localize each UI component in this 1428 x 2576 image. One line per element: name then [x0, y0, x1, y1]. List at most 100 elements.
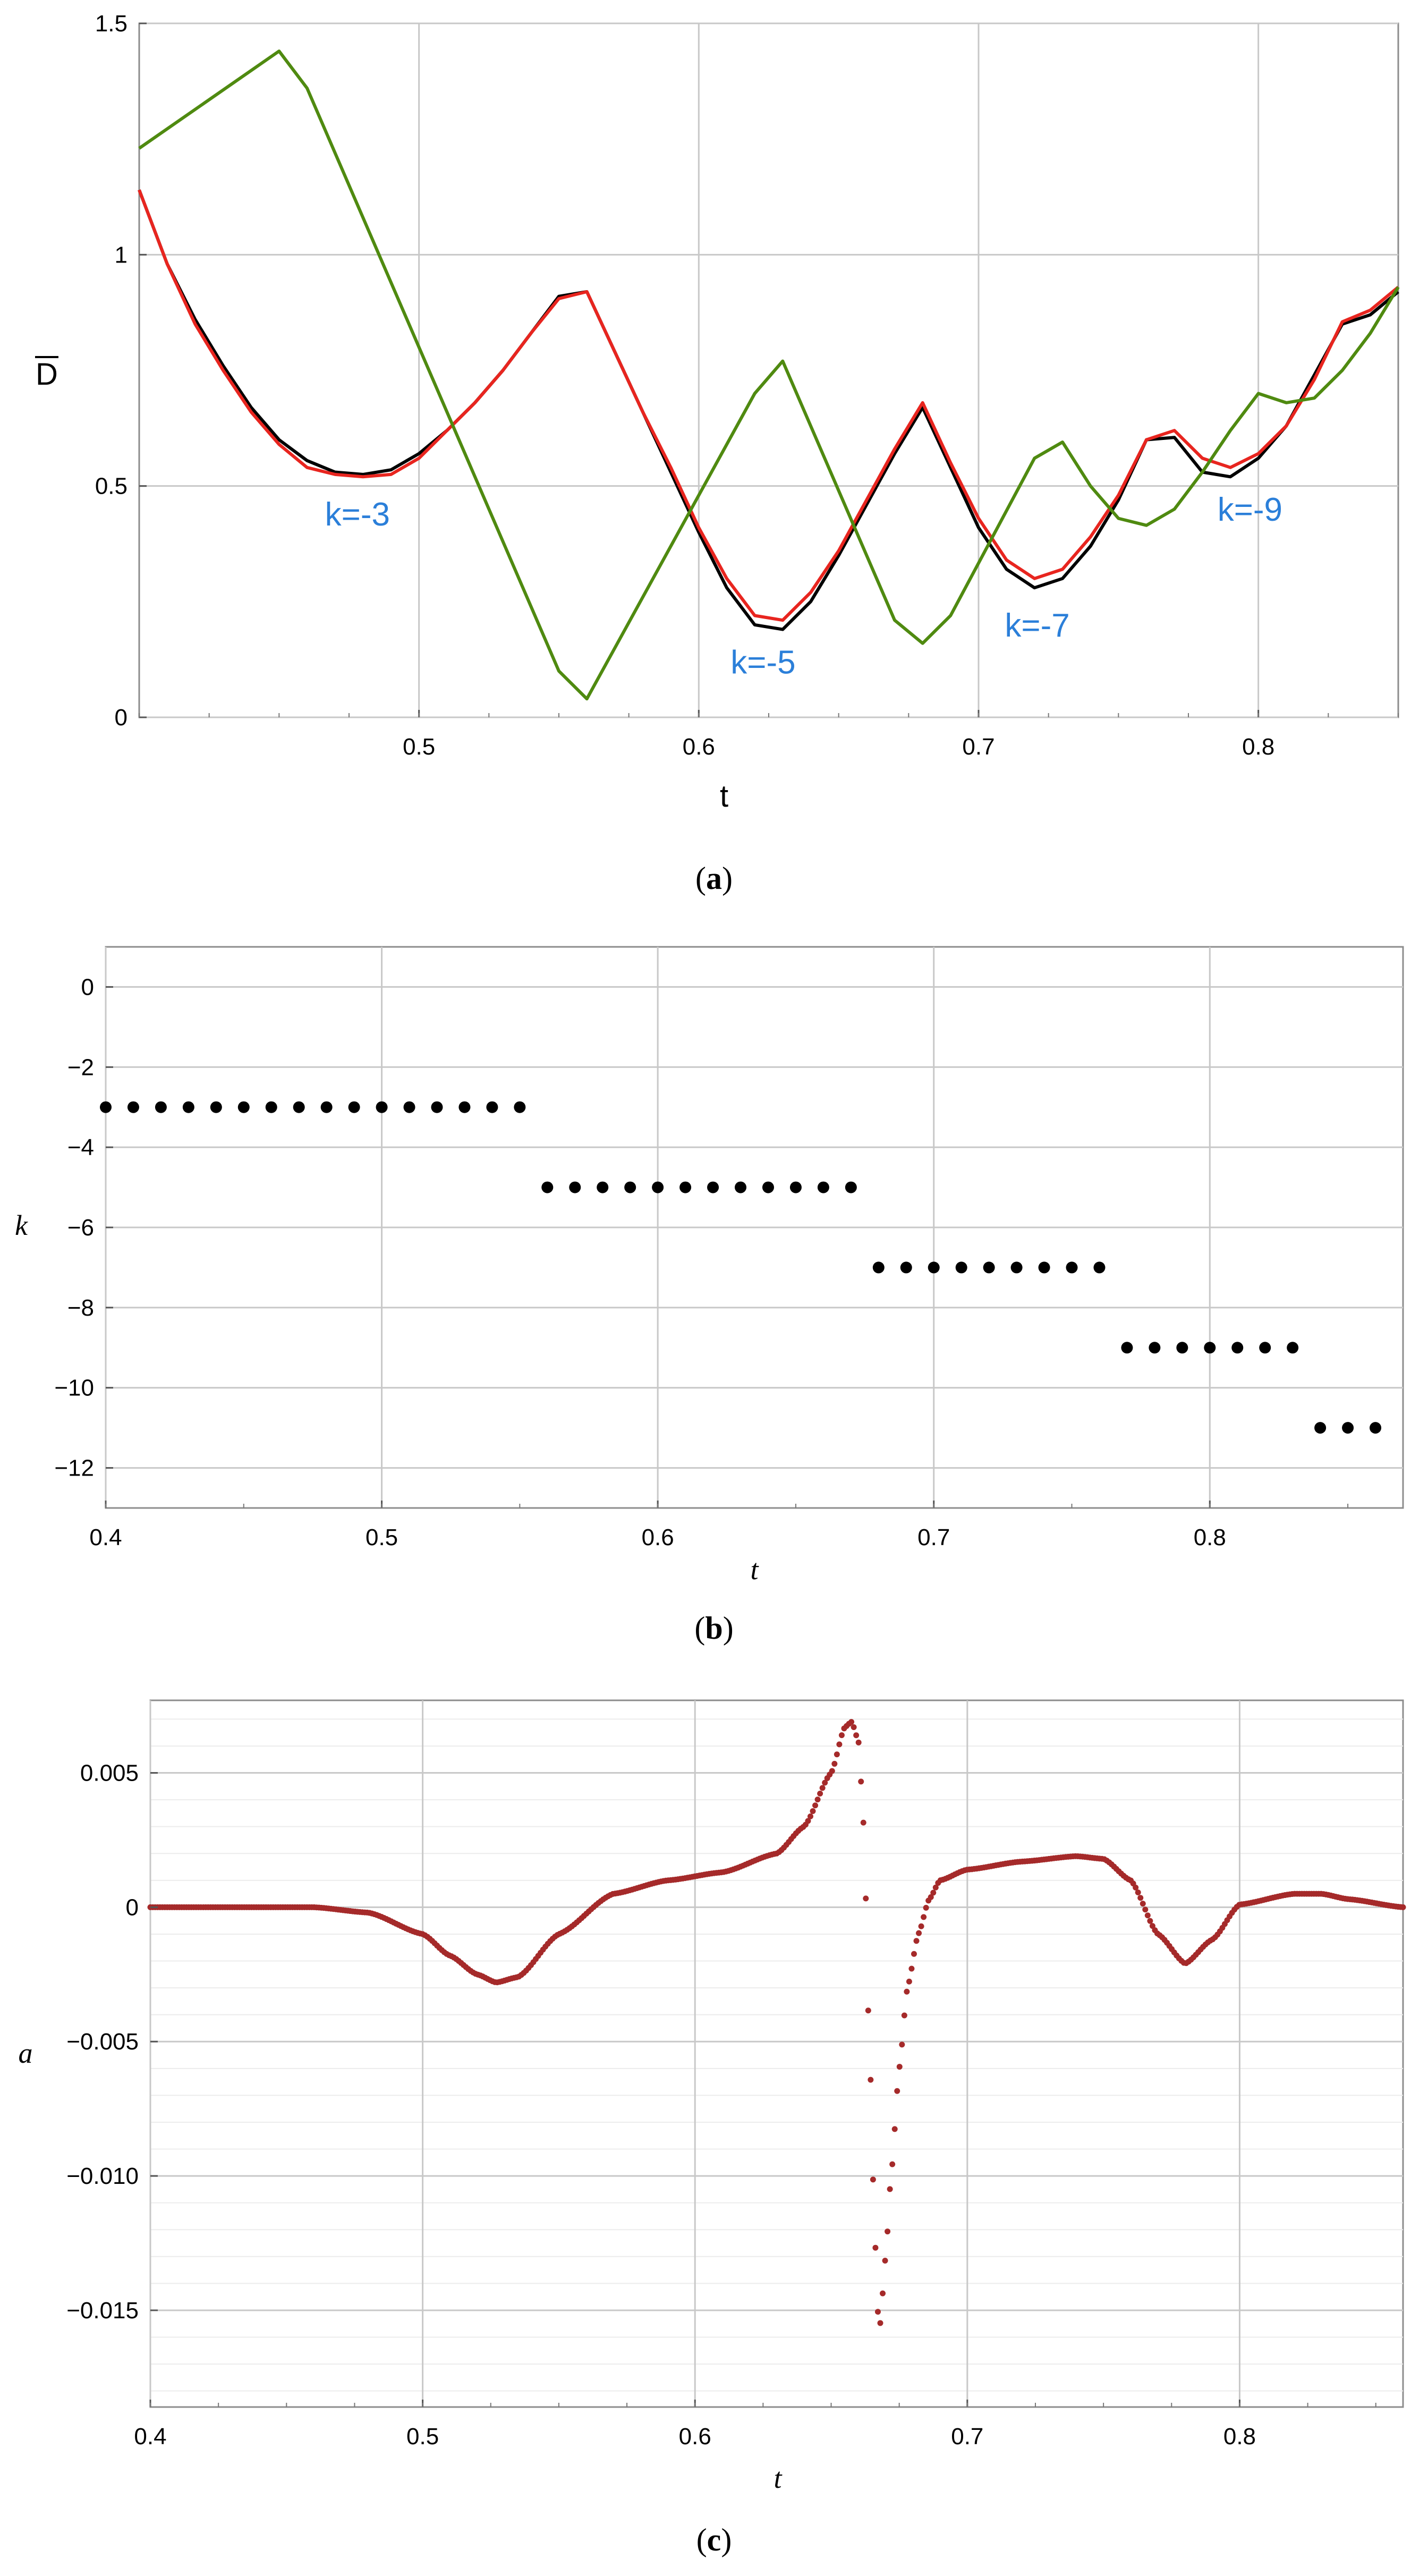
panel-b-data-point — [845, 1181, 857, 1193]
panel-b-data-point — [100, 1101, 112, 1113]
panel-c-data-point — [834, 1751, 840, 1758]
panel-a-annotations: k=-3 k=-5 k=-7 k=-9 — [325, 492, 1282, 681]
panel-c-data-point — [1135, 1889, 1141, 1895]
panel-b-data-point — [1149, 1342, 1161, 1354]
panel-c-y-tick-label: 0 — [126, 1894, 139, 1920]
panel-c-data-point — [855, 1739, 862, 1745]
panel-c-data-point — [817, 1791, 823, 1797]
panel-b-x-tick-label: 0.6 — [642, 1524, 674, 1550]
panel-c-data-point — [812, 1802, 819, 1809]
panel-c-data-point — [904, 1988, 910, 1995]
panel-c-data-point — [889, 2161, 896, 2167]
panel-b-y-tick-label: −6 — [67, 1215, 94, 1241]
panel-a-annotation-label: k=-7 — [1005, 607, 1069, 644]
panel-c-data-point — [918, 1923, 924, 1929]
panel-c-x-tick-label: 0.7 — [951, 2424, 983, 2450]
panel-c-data-point — [908, 1965, 915, 1972]
panel-c-data-point — [913, 1938, 920, 1944]
panel-b-axes: 0.4 0.5 0.6 0.7 0.8 0 −2 −4 −6 −8 −10 −12 — [54, 974, 1349, 1550]
panel-b-data-point — [155, 1101, 167, 1113]
panel-c-data-point — [860, 1819, 866, 1826]
panel-c-x-tick-label: 0.4 — [134, 2424, 166, 2450]
panel-b-data-point — [1204, 1342, 1216, 1354]
panel-a-red-series-line — [138, 189, 1399, 622]
panel-b-y-tick-label: −12 — [54, 1455, 94, 1481]
panel-c-data-point — [1144, 1912, 1151, 1919]
panel-c-x-tick-label: 0.5 — [406, 2424, 439, 2450]
panel-c-data-point — [911, 1951, 917, 1957]
panel-b-x-tick-label: 0.7 — [917, 1524, 950, 1550]
panel-c-data-point — [853, 1732, 860, 1739]
panel-c-data-point — [831, 1760, 838, 1767]
panel-b-data-point — [1314, 1422, 1327, 1434]
panel-c-data-point — [807, 1813, 813, 1819]
panel-a-x-tick-label: 0.8 — [1242, 734, 1274, 760]
panel-c-data-point — [877, 2320, 883, 2326]
panel-c-data-point — [851, 1724, 857, 1731]
panel-c-data-point — [885, 2228, 891, 2235]
panel-b-data-point — [735, 1181, 747, 1193]
panel-a-x-tick-label: 0.6 — [683, 734, 715, 760]
panel-a-annotation-label: k=-3 — [325, 496, 390, 533]
panel-b-y-tick-label: −8 — [67, 1295, 94, 1321]
panel-b-data-point — [486, 1101, 498, 1113]
panel-b-y-tick-label: −2 — [67, 1054, 94, 1080]
panel-c-data-point — [810, 1808, 816, 1814]
panel-a-y-axis-title: D — [36, 357, 58, 392]
panel-c-data-point — [872, 2244, 879, 2251]
panel-b-data-point — [762, 1181, 774, 1193]
panel-b-data-point — [1176, 1342, 1188, 1354]
panel-c-data-point — [829, 1768, 835, 1774]
panel-b-caption: (b) — [694, 1611, 733, 1646]
panel-a-annotation-label: k=-5 — [730, 645, 795, 681]
panel-c-data-point — [901, 2012, 907, 2019]
panel-c-data-point — [1149, 1923, 1155, 1929]
panel-c-data-point — [1400, 1904, 1406, 1910]
panel-c-y-axis-title: a — [19, 2037, 33, 2069]
panel-a-y-tick-label: 0 — [115, 705, 128, 731]
panel-b-data-point — [1066, 1261, 1078, 1274]
panel-b-data-point — [210, 1101, 222, 1113]
panel-c-points — [147, 1719, 1406, 2326]
panel-b-data-point — [652, 1181, 664, 1193]
panel-c-grid — [149, 1700, 1403, 2407]
panel-c-data-point — [906, 1978, 912, 1985]
panel-b-data-point — [1259, 1342, 1271, 1354]
panel-b-y-tick-label: 0 — [81, 974, 94, 1000]
panel-a-x-axis-title: t — [720, 779, 728, 814]
panel-c-data-point — [880, 2290, 886, 2297]
panel-c-data-point — [836, 1741, 843, 1748]
panel-b-data-point — [928, 1261, 940, 1274]
panel-c-data-point — [805, 1818, 811, 1824]
panel-b-grid — [105, 947, 1403, 1508]
panel-a-y-tick-label: 0.5 — [95, 473, 128, 499]
panel-c-data-point — [874, 2309, 881, 2315]
panel-b-data-point — [265, 1101, 277, 1113]
panel-a-x-tick-label: 0.5 — [403, 734, 435, 760]
panel-b-points — [100, 1101, 1382, 1434]
panel-c-data-point — [891, 2126, 898, 2132]
panel-a-plot-frame — [138, 22, 1399, 718]
panel-c-data-point — [868, 2077, 874, 2083]
panel-c-data-point — [899, 2041, 905, 2048]
panel-b-data-point — [458, 1101, 471, 1113]
panel-a-axes: 0.5 0.6 0.7 0.8 0 0.5 1 1.5 — [95, 11, 1399, 760]
panel-b-data-point — [293, 1101, 305, 1113]
panel-c-data-point — [921, 1914, 927, 1920]
panel-a-y-tick-label: 1 — [115, 242, 128, 268]
panel-b-caption-letter: b — [705, 1611, 722, 1646]
panel-c-data-point — [863, 1895, 869, 1902]
panel-b-x-axis-title: t — [750, 1554, 759, 1586]
panel-a-caption-letter: a — [706, 861, 722, 896]
panel-c-data-point — [822, 1780, 828, 1786]
panel-b-data-point — [1370, 1422, 1382, 1434]
panel-c-data-point — [870, 2176, 876, 2183]
panel-b-x-tick-label: 0.5 — [366, 1524, 398, 1550]
panel-b-data-point — [127, 1101, 139, 1113]
panel-c-scatter-chart: 0.4 0.5 0.6 0.7 0.80.0050−0.005−0.010−0.015 … — [19, 1699, 1406, 2557]
panel-a-x-tick-label: 0.7 — [962, 734, 994, 760]
panel-b-data-point — [872, 1261, 885, 1274]
panel-c-data-point — [1147, 1918, 1153, 1924]
panel-b-y-tick-label: −10 — [54, 1375, 94, 1401]
